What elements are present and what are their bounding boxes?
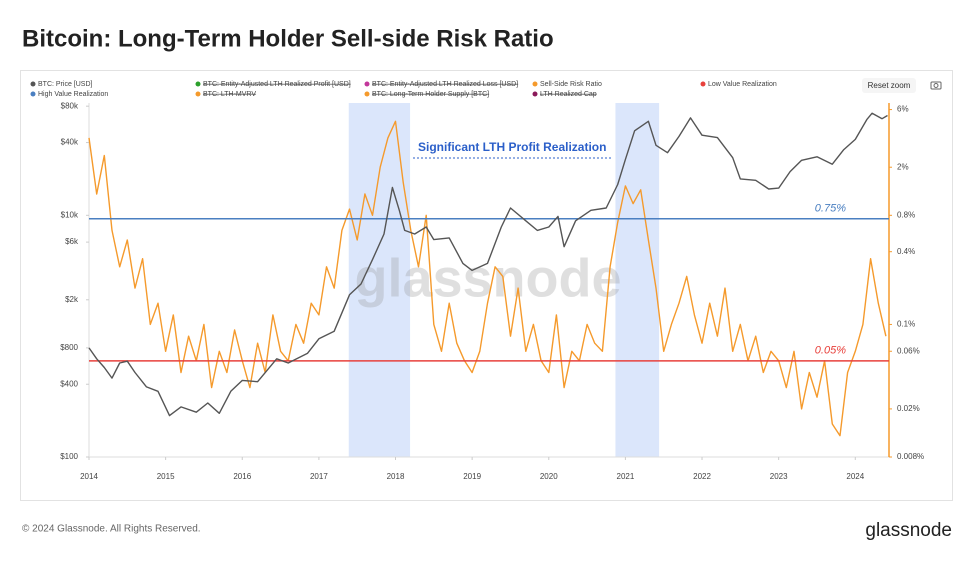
highlight-band (348, 103, 411, 457)
legend-marker (700, 81, 706, 87)
y-tick-label: $100 (60, 452, 78, 461)
legend-label: Sell-Side Risk Ratio (540, 81, 602, 88)
camera-icon[interactable] (930, 81, 942, 90)
camera-body[interactable] (930, 81, 942, 90)
series-line (88, 112, 888, 417)
x-tick-label: 2021 (617, 472, 635, 481)
logo: glassnode (865, 520, 952, 541)
y2-tick-label: 2% (897, 162, 909, 171)
legend-label: High Value Realization (38, 91, 108, 98)
x-tick-label: 2015 (157, 472, 175, 481)
y2-tick-label: 6% (897, 105, 909, 114)
plot: glassnode$100$400$800$2k$6k$10k$40k$80k0… (60, 101, 924, 481)
page-title: Bitcoin: Long-Term Holder Sell-side Risk… (22, 25, 554, 52)
reset-zoom-label[interactable]: Reset zoom (868, 81, 911, 90)
reset-zoom-button[interactable] (862, 78, 916, 93)
y-tick-label: $2k (65, 295, 79, 304)
highlight-band (615, 103, 660, 457)
legend-label: BTC: Price [USD] (38, 81, 93, 88)
legend-label: Low Value Realization (708, 81, 777, 88)
x-tick-label: 2017 (310, 472, 328, 481)
legend-marker (532, 91, 538, 97)
legend-marker (195, 81, 201, 87)
y-tick-label: $400 (60, 379, 78, 388)
x-tick-label: 2023 (770, 472, 788, 481)
chart-frame (20, 70, 953, 501)
legend-marker (195, 91, 201, 97)
y2-tick-label: 0.02% (897, 404, 920, 413)
reference-label: 0.75% (815, 203, 846, 215)
legend-label: BTC: Long-Term Holder Supply [BTC] (372, 91, 489, 98)
x-tick-label: 2018 (387, 472, 405, 481)
legend-marker (30, 81, 36, 87)
annotation: Significant LTH Profit Realization (418, 140, 606, 154)
series-line (88, 120, 887, 437)
y-tick-label: $6k (65, 237, 79, 246)
legend-label: LTH Realized Cap (540, 91, 597, 98)
legend-label: BTC: LTH-MVRV (203, 91, 256, 98)
legend-label: BTC: Entity-Adjusted LTH Realized Profit… (203, 81, 351, 88)
x-tick-label: 2022 (693, 472, 711, 481)
y2-tick-label: 0.008% (897, 452, 924, 461)
x-tick-label: 2019 (463, 472, 481, 481)
y2-tick-label: 0.4% (897, 247, 915, 256)
x-tick-label: 2016 (233, 472, 251, 481)
y2-tick-label: 0.8% (897, 210, 915, 219)
y-tick-label: $10k (61, 210, 79, 219)
legend-marker (532, 81, 538, 87)
legend-marker (364, 91, 370, 97)
y2-tick-label: 0.06% (897, 346, 920, 355)
camera-lens[interactable] (933, 83, 939, 88)
legend-marker (30, 91, 36, 97)
x-tick-label: 2024 (846, 472, 864, 481)
legend-marker (364, 81, 370, 87)
reference-label: 0.05% (815, 345, 846, 357)
y-tick-label: $40k (61, 138, 79, 147)
copyright: © 2024 Glassnode. All Rights Reserved. (22, 524, 201, 535)
y-tick-label: $800 (60, 343, 78, 352)
x-tick-label: 2014 (80, 472, 98, 481)
y2-tick-label: 0.1% (897, 320, 915, 329)
y-tick-label: $80k (61, 101, 79, 110)
x-tick-label: 2020 (540, 472, 558, 481)
legend-label: BTC: Entity-Adjusted LTH Realized Loss [… (372, 81, 518, 88)
